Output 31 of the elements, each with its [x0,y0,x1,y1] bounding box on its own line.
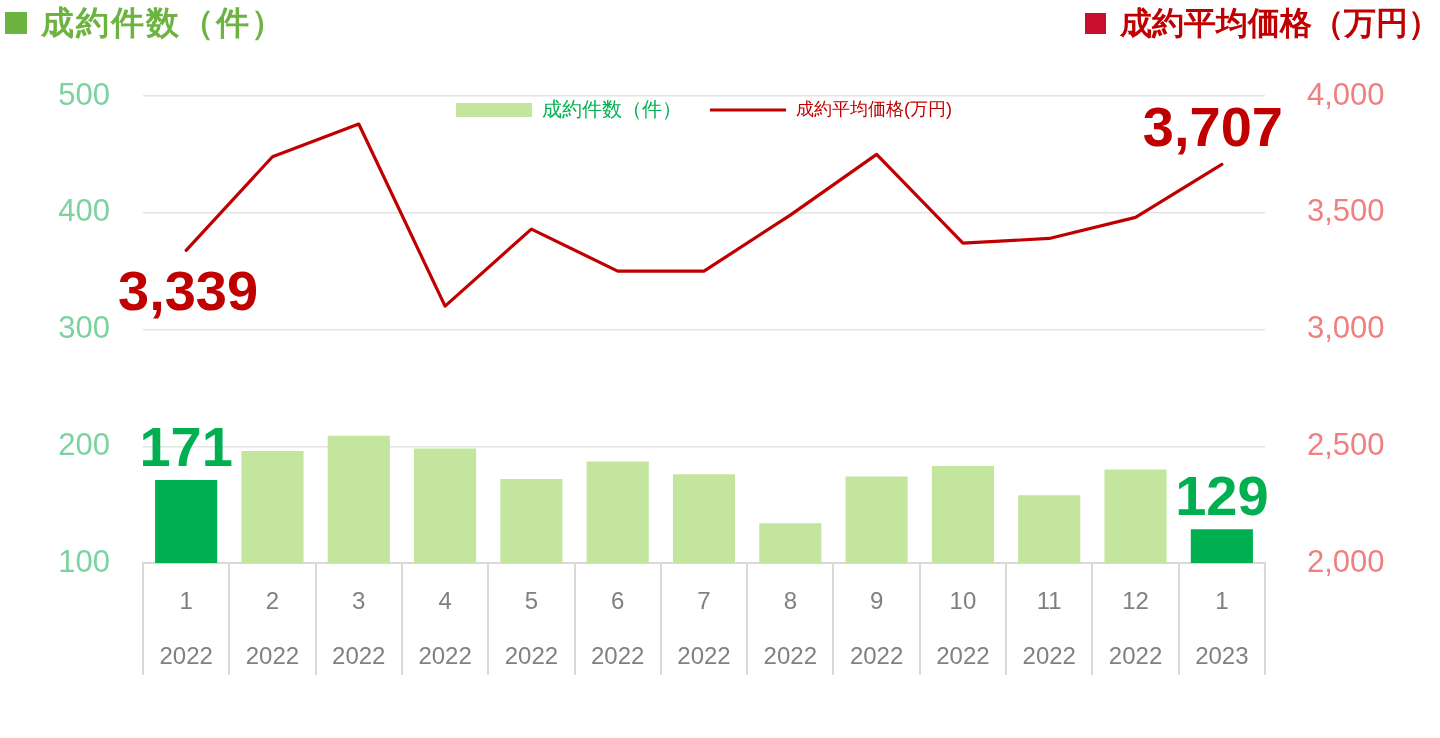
x-tick-label: 10 2022 [936,587,990,670]
y2-tick-label: 3,000 [1307,310,1385,346]
x-tick-label: 1 2022 [159,587,213,670]
y-tick-label: 200 [58,426,110,462]
y-tick-label: 100 [58,543,110,579]
y-tick-label: 400 [58,193,110,229]
data-label: 3,707 [1142,94,1283,158]
y-tick-label: 500 [58,76,110,112]
x-tick-label: 9 2022 [849,587,904,670]
y2-tick-label: 4,000 [1307,76,1385,112]
data-label: 171 [139,414,233,478]
y2-tick-label: 2,500 [1307,426,1385,462]
x-tick-label: 2 2022 [245,587,300,670]
data-label: 129 [1175,463,1269,527]
x-tick-label: 8 2022 [763,587,817,670]
legend-label: 成約平均価格(万円) [796,98,953,119]
y2-tick-label: 2,000 [1307,543,1385,579]
data-label: 3,339 [118,258,259,322]
x-tick-label: 11 2022 [1022,587,1076,670]
x-tick-label: 5 2022 [504,587,559,670]
y-axis-title: 成約件数（件） [41,3,286,43]
y2-tick-label: 3,500 [1307,193,1385,229]
x-tick-label: 6 2022 [591,587,645,670]
x-tick-label: 12 2022 [1108,587,1163,670]
x-tick-label: 1 2023 [1195,587,1249,670]
x-tick-label: 4 2022 [418,587,472,670]
y-tick-label: 300 [58,310,110,346]
x-tick-label: 7 2022 [677,587,731,670]
x-tick-label: 3 2022 [332,587,386,670]
y2-axis-title: 成約平均価格（万円） [1120,4,1440,43]
legend-label: 成約件数（件） [542,97,683,120]
